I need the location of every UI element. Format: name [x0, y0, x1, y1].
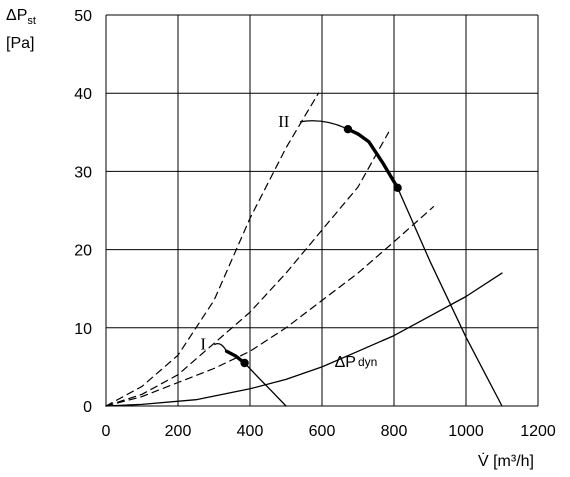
leader-line-0 [213, 342, 228, 352]
x-tick-label-1200: 1200 [520, 423, 556, 440]
x-axis-title: V̇ [m³/h] [478, 452, 534, 470]
series-line-I [225, 350, 287, 407]
y-tick-label-10: 10 [74, 321, 92, 338]
y-tick-label-40: 40 [74, 86, 92, 103]
x-tick-label-200: 200 [165, 423, 192, 440]
system-curve-5 [105, 92, 319, 407]
x-tick-label-600: 600 [309, 423, 336, 440]
operating-points [240, 124, 402, 368]
operating-point-0 [240, 358, 249, 368]
curve-label-II: II [278, 112, 290, 131]
x-tick-label-0: 0 [102, 423, 111, 440]
x-tick-label-400: 400 [237, 423, 264, 440]
curve-label-I: I [200, 335, 206, 354]
operating-range-II [346, 127, 400, 190]
system-curve-7 [105, 206, 435, 407]
leader-line-1 [299, 120, 349, 130]
y-axis-unit: [Pa] [6, 35, 34, 52]
x-tick-label-1000: 1000 [448, 423, 484, 440]
y-axis-title: ΔPst [6, 7, 36, 27]
y-tick-label-20: 20 [74, 243, 92, 260]
x-tick-label-800: 800 [381, 423, 408, 440]
tick-labels: 0 200 400 600 800 1000 1200 0 10 20 30 40 50 [74, 8, 556, 440]
series-line-ΔP-dyn [105, 272, 503, 407]
curve-label-dp-dyn: ΔP dyn [335, 354, 378, 371]
y-tick-label-50: 50 [74, 8, 92, 25]
operating-point-2 [393, 183, 402, 193]
system-curve-6 [105, 131, 390, 407]
y-tick-label-0: 0 [83, 399, 92, 416]
grid [105, 14, 539, 407]
y-tick-label-30: 30 [74, 164, 92, 181]
